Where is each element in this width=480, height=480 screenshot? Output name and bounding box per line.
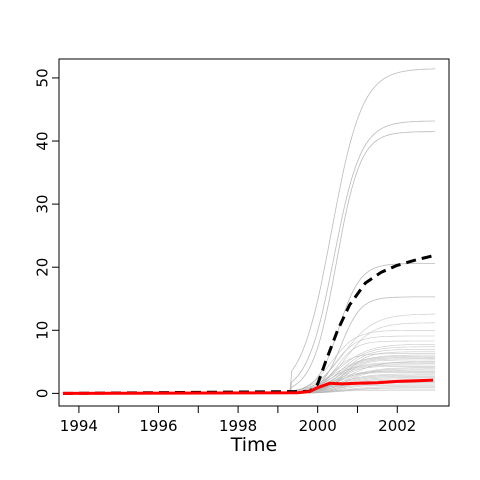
highlighted-series-group (62, 254, 434, 395)
y-axis: 0 10 20 30 40 50 (34, 68, 59, 399)
background-series-1 (63, 120, 436, 394)
x-axis-label: Time (230, 434, 278, 456)
background-series-32 (63, 376, 436, 394)
y-tick-label-30: 30 (34, 195, 52, 214)
background-series-0 (63, 68, 436, 394)
y-tick-label-40: 40 (34, 131, 52, 150)
x-tick-label-1994: 1994 (60, 417, 98, 435)
x-tick-label-2000: 2000 (299, 417, 337, 435)
x-tick-label-1998: 1998 (219, 417, 257, 435)
plot-frame (58, 58, 450, 407)
y-tick-label-10: 10 (34, 321, 52, 340)
background-series-group (63, 68, 436, 394)
x-tick-label-2002: 2002 (378, 417, 416, 435)
y-tick-label-20: 20 (34, 258, 52, 277)
y-tick-label-50: 50 (34, 68, 52, 87)
background-series-20 (63, 360, 436, 394)
y-tick-label-0: 0 (34, 389, 52, 399)
background-series-4 (63, 296, 436, 394)
x-tick-label-1996: 1996 (139, 417, 177, 435)
dashed-series-line (62, 254, 434, 395)
x-axis: 1994 1996 1998 2000 2002 (60, 406, 416, 435)
red-series-line (62, 378, 434, 395)
